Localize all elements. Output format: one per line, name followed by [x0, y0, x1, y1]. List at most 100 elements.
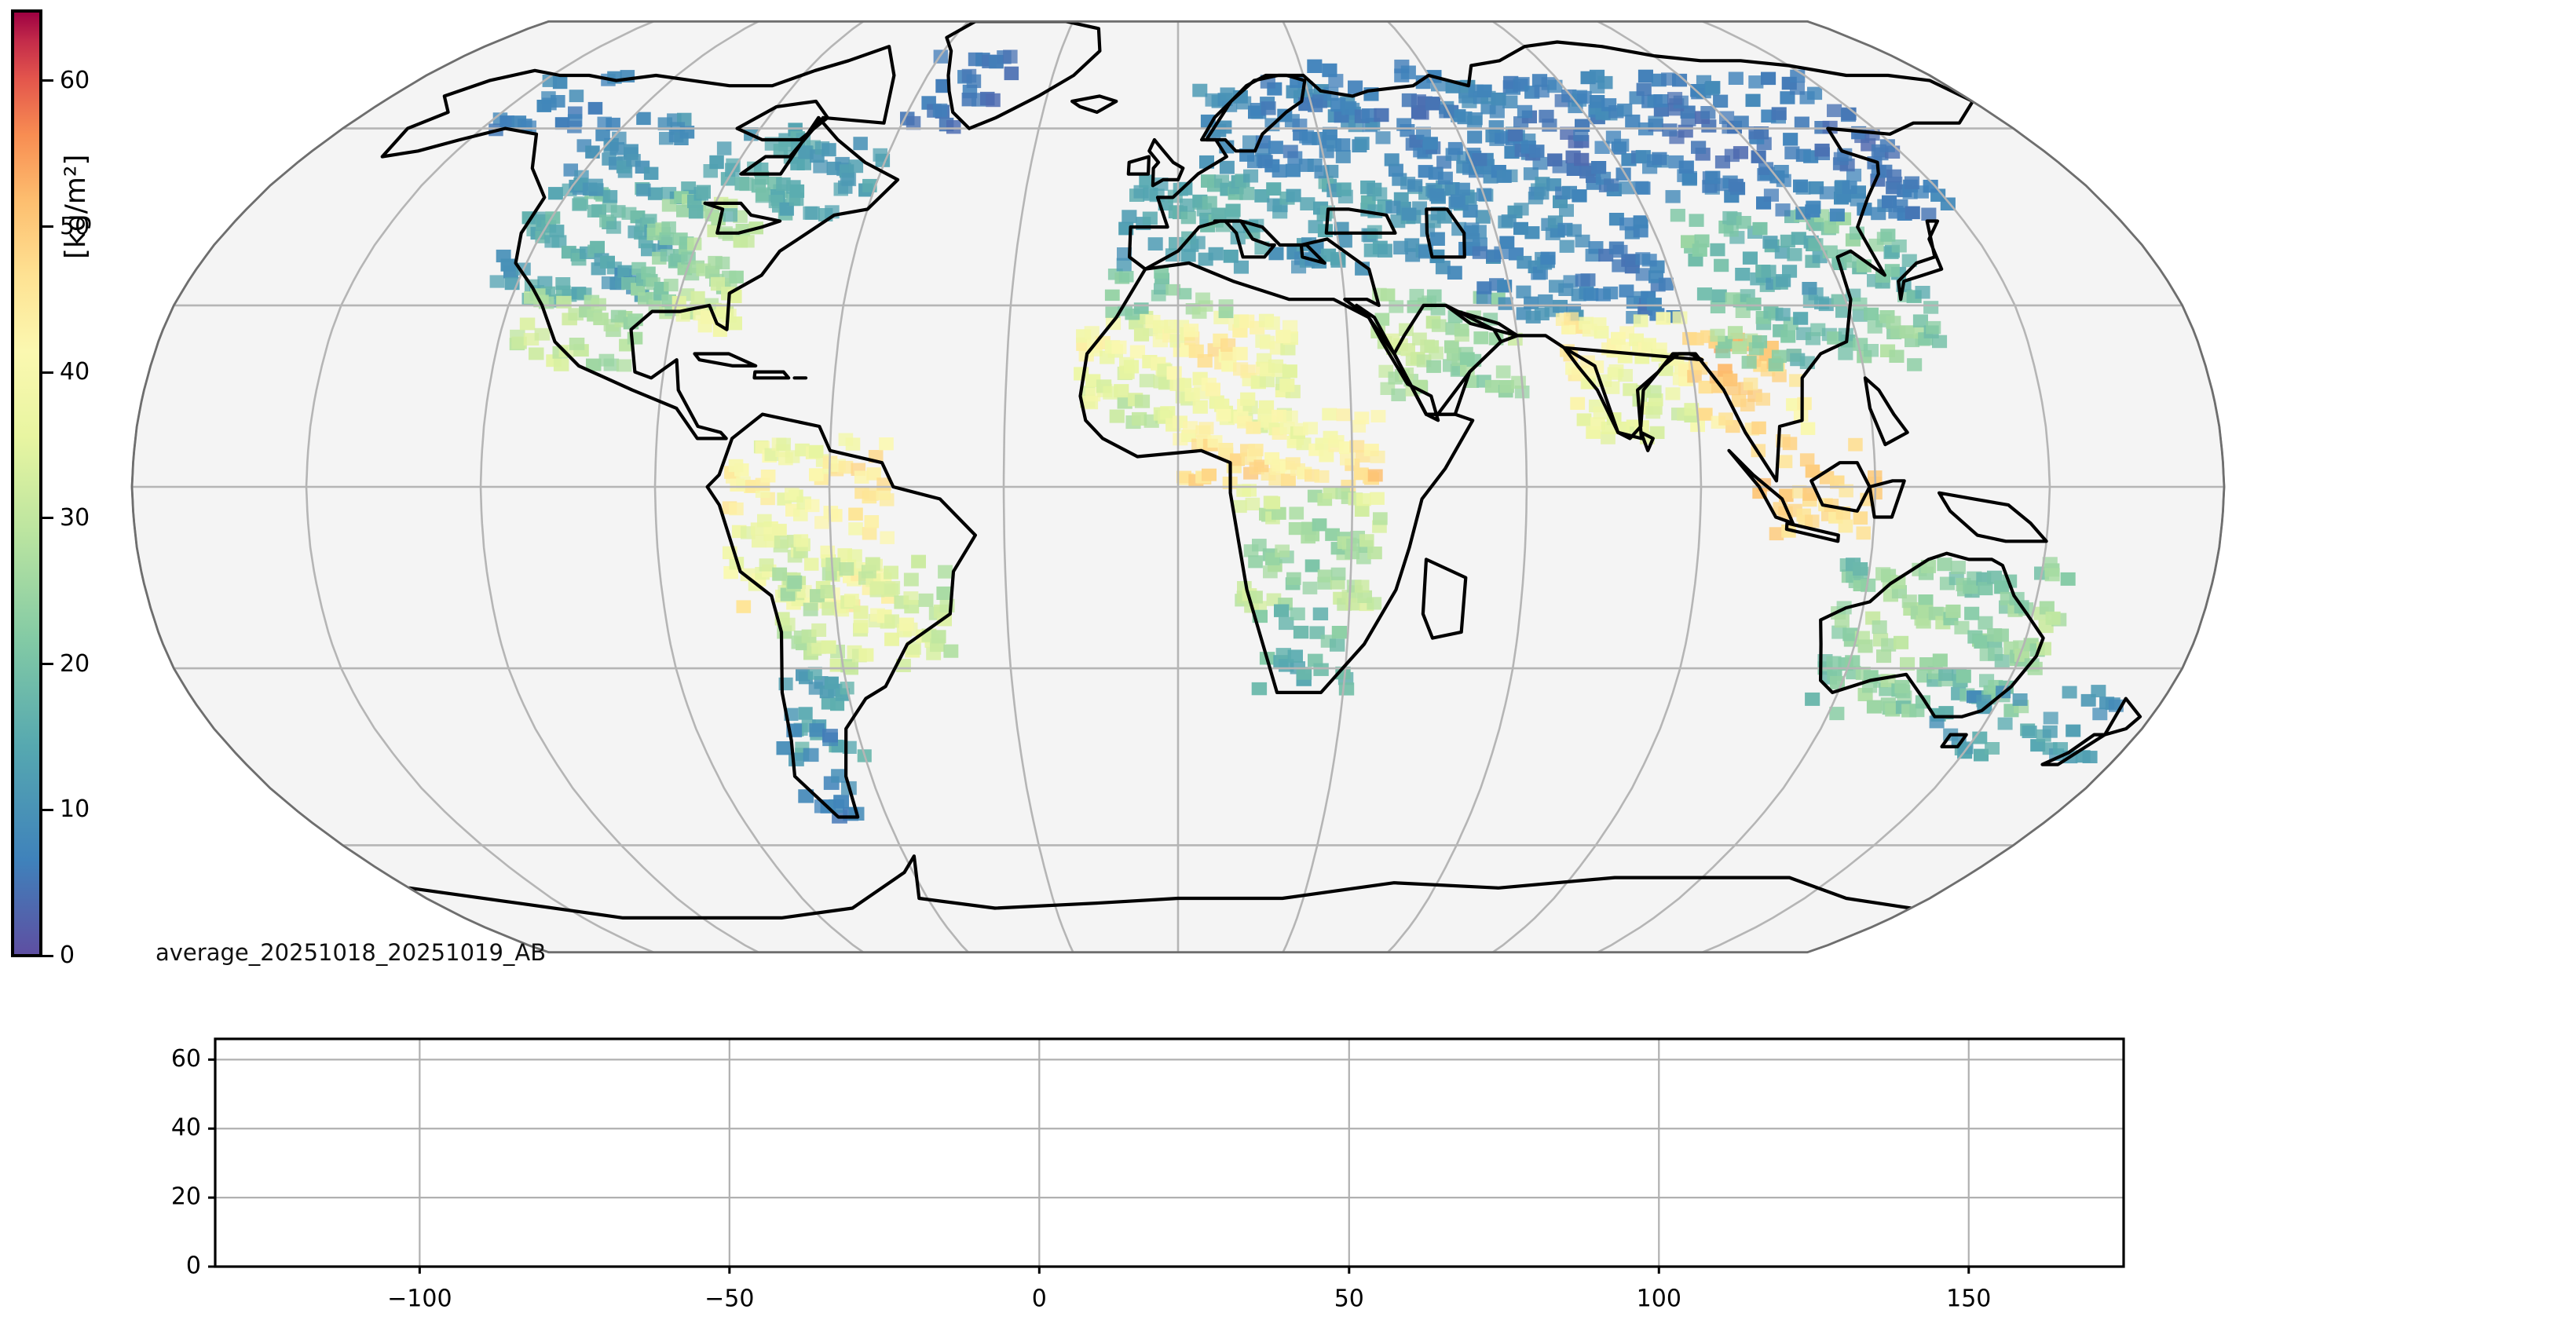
map-data-cell — [1240, 364, 1256, 378]
map-data-cell — [1190, 236, 1206, 250]
map-data-cell — [1576, 413, 1592, 426]
colorbar-tick-label: 30 — [60, 503, 90, 532]
map-data-cell — [1322, 126, 1337, 141]
map-data-cell — [1236, 96, 1252, 110]
map-data-cell — [617, 265, 633, 278]
map-data-cell — [1591, 161, 1607, 174]
map-data-cell — [529, 347, 544, 360]
map-data-cell — [641, 266, 656, 280]
map-data-cell — [1604, 178, 1619, 192]
map-data-cell — [1799, 453, 1815, 467]
map-data-cell — [740, 568, 756, 582]
colorbar-tick-label: 0 — [60, 942, 75, 969]
map-data-cell — [1330, 251, 1345, 265]
map-data-cell — [1507, 128, 1523, 142]
map-data-cell — [1180, 210, 1196, 225]
colorbar-tick-mark — [42, 225, 53, 229]
map-data-cell — [1937, 558, 1952, 572]
map-data-cell — [606, 221, 621, 234]
map-data-cell — [1496, 170, 1512, 183]
map-data-cell — [1751, 421, 1766, 434]
value-histogram-chart — [2230, 1017, 2576, 1331]
map-data-cell — [1597, 75, 1613, 90]
map-data-cell — [1590, 95, 1605, 108]
map-data-cell — [736, 600, 752, 613]
map-data-cell — [820, 545, 836, 559]
map-data-cell — [1279, 378, 1295, 393]
map-data-cell — [1807, 86, 1823, 101]
map-data-cell — [1698, 408, 1713, 421]
map-data-cell — [1876, 649, 1892, 664]
map-data-cell — [1400, 65, 1416, 79]
map-data-cell — [1516, 285, 1531, 298]
map-data-cell — [848, 507, 863, 521]
coastline-path — [752, 370, 791, 380]
map-data-cell — [1956, 669, 1971, 683]
map-data-cell — [1794, 116, 1809, 130]
map-data-cell — [1409, 288, 1425, 302]
map-data-cell — [1901, 254, 1917, 268]
map-data-cell — [586, 358, 602, 371]
map-data-cell — [1563, 275, 1579, 288]
map-data-cell — [1728, 178, 1744, 192]
map-data-cell — [2062, 686, 2077, 699]
map-data-cell — [545, 211, 561, 225]
latitude-profile-chart — [2230, 0, 2576, 1017]
map-data-cell — [603, 358, 620, 371]
map-data-cell — [1539, 109, 1554, 123]
map-data-cell — [866, 467, 881, 481]
map-data-cell — [1511, 375, 1526, 389]
map-data-cell — [1806, 200, 1821, 214]
map-data-cell — [1251, 682, 1268, 696]
map-data-cell — [848, 522, 863, 536]
map-data-cell — [1540, 251, 1556, 265]
map-data-cell — [1547, 153, 1563, 166]
map-data-cell — [1743, 377, 1758, 391]
map-data-cell — [1180, 248, 1196, 262]
map-data-cell — [1132, 411, 1147, 426]
map-data-cell — [1401, 207, 1417, 221]
x-tick-label: 100 — [1637, 1285, 1681, 1313]
map-data-cell — [552, 76, 568, 90]
colorbar-tick-label: 10 — [60, 795, 90, 824]
map-data-cell — [1184, 324, 1199, 338]
map-data-cell — [609, 142, 624, 155]
map-data-cell — [1361, 108, 1377, 122]
map-data-cell — [676, 204, 691, 218]
map-data-cell — [865, 557, 880, 571]
map-data-cell — [1319, 449, 1334, 463]
colorbar — [11, 9, 42, 957]
map-data-cell — [1844, 254, 1860, 269]
map-data-cell — [1513, 203, 1529, 216]
map-data-cell — [1637, 69, 1653, 83]
map-data-cell — [1259, 374, 1275, 388]
map-data-cell — [1248, 555, 1263, 569]
map-data-cell — [1004, 66, 1019, 81]
map-data-cell — [1378, 243, 1392, 258]
map-data-cell — [1618, 368, 1633, 382]
map-data-cell — [1447, 141, 1463, 155]
map-data-cell — [1722, 373, 1738, 386]
map-data-cell — [1003, 49, 1018, 64]
map-data-cell — [752, 534, 767, 548]
map-data-cell — [1912, 314, 1928, 327]
map-data-cell — [1233, 260, 1249, 274]
map-data-cell — [1641, 254, 1657, 267]
map-data-cell — [1560, 126, 1575, 140]
map-data-cell — [821, 640, 836, 654]
coastline-path — [1392, 303, 1503, 416]
map-data-cell — [1769, 527, 1784, 541]
map-data-cell — [1893, 199, 1908, 213]
map-data-cell — [1886, 316, 1901, 329]
map-data-cell — [862, 527, 877, 540]
map-data-cell — [1742, 251, 1758, 265]
map-data-cell — [2092, 708, 2108, 721]
map-data-cell — [884, 632, 899, 646]
map-data-cell — [1580, 273, 1596, 287]
map-data-cell — [1272, 506, 1286, 520]
x-tick-label: 150 — [1946, 1285, 1991, 1313]
map-data-cell — [1252, 539, 1267, 552]
map-data-cell — [884, 614, 899, 628]
map-data-cell — [1451, 109, 1466, 122]
map-data-cell — [1275, 648, 1291, 661]
